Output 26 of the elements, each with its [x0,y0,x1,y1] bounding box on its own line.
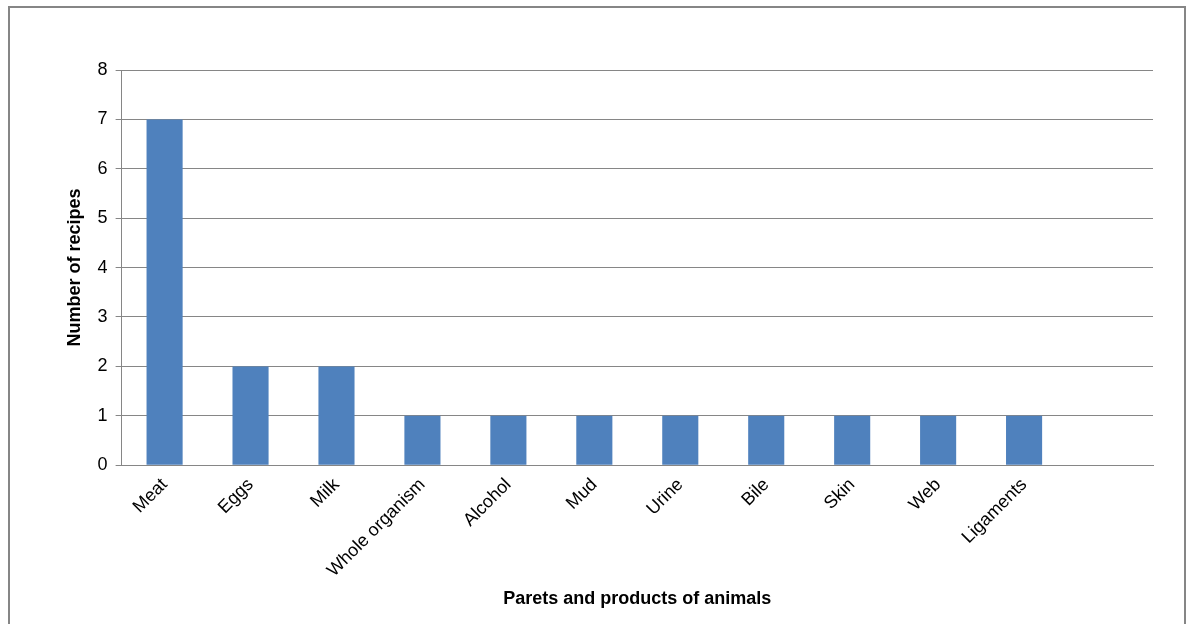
x-tick-label: Bile [737,474,773,510]
y-tick-label: 6 [97,157,108,178]
y-tick-label: 7 [97,108,108,129]
bar [318,366,355,465]
x-axis-title: Parets and products of animals [503,588,772,609]
y-tick-label: 8 [97,58,108,79]
y-axis-title: Number of recipes [63,188,84,347]
bar [920,415,957,465]
bar [146,119,183,465]
y-tick-label: 5 [97,207,108,228]
y-tick-label: 4 [97,256,108,277]
bar [490,415,527,465]
y-tick-label: 2 [97,355,108,376]
y-tick-label: 0 [97,454,108,475]
x-tick-label: Skin [819,474,859,513]
x-tick-label: Milk [306,473,344,511]
bar [232,366,269,465]
bar [834,415,871,465]
x-tick-label: Web [904,474,945,515]
bar [576,415,613,465]
y-tick-label: 3 [97,305,108,326]
bar [662,415,699,465]
bar [404,415,441,465]
bar [748,415,785,465]
y-tick-label: 1 [97,404,108,425]
bar [1006,415,1043,465]
